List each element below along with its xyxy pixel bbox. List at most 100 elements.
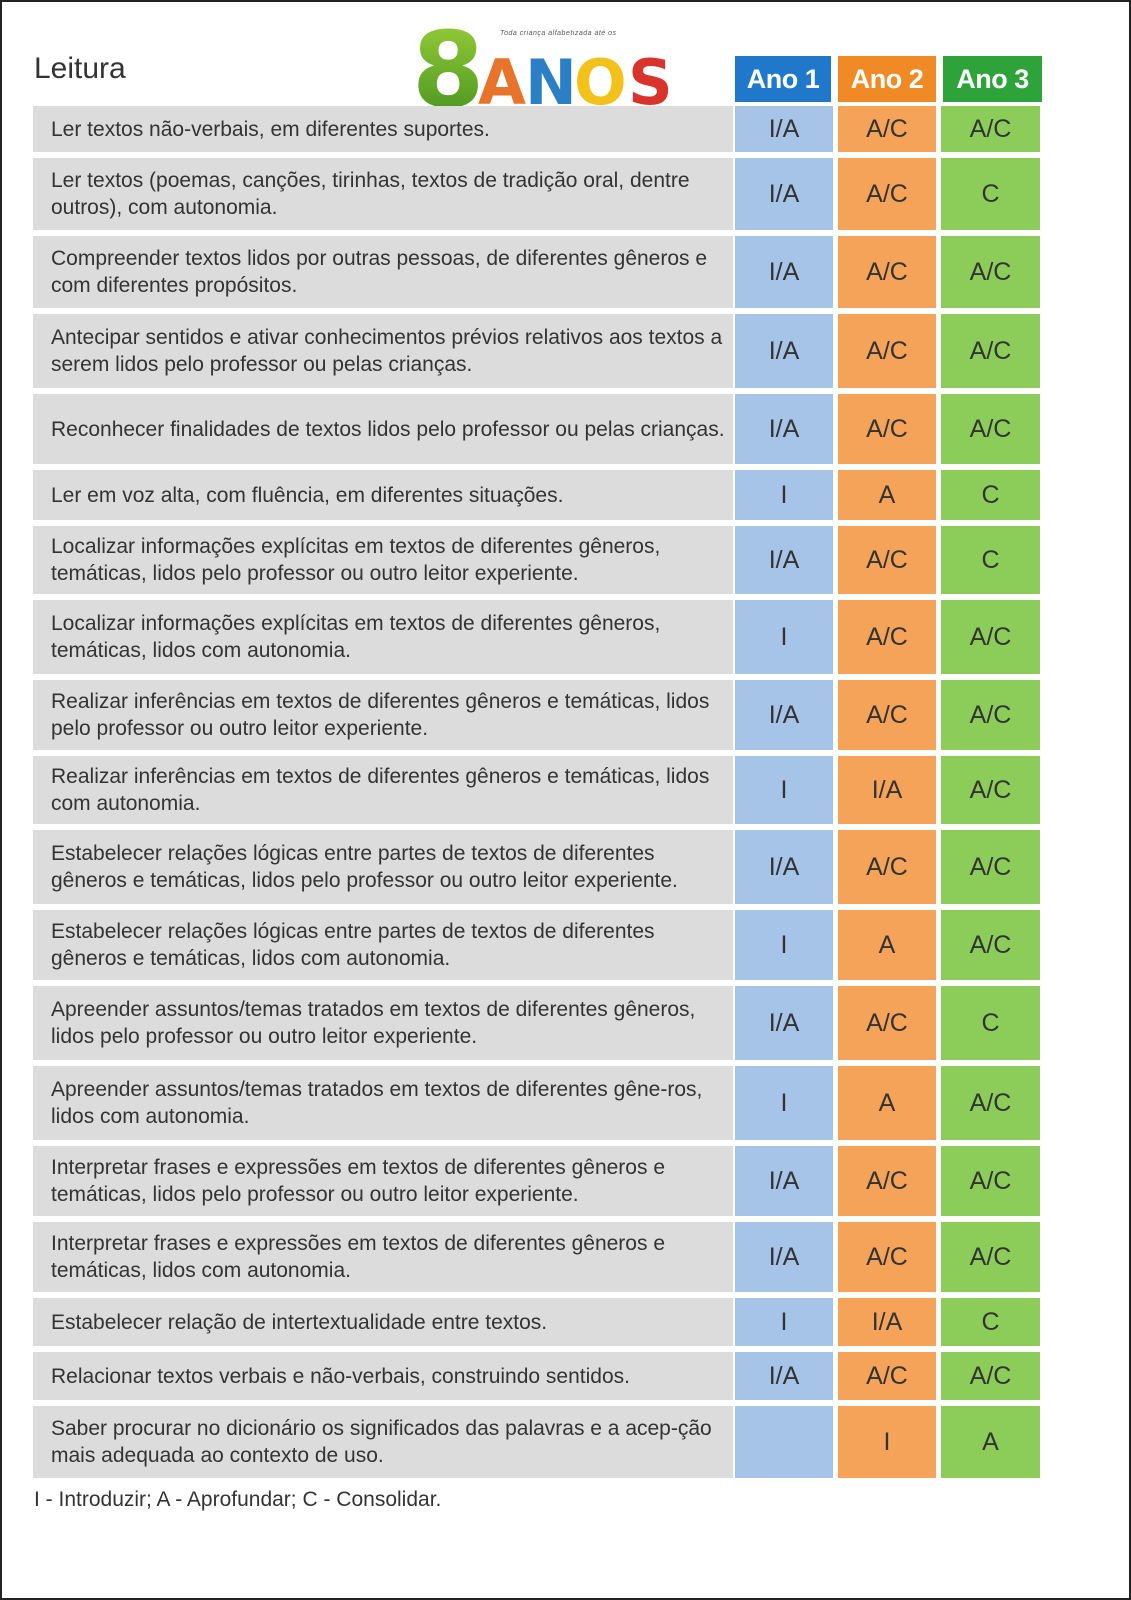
cell-ano-3: A	[941, 1406, 1040, 1478]
cell-ano-1: I/A	[735, 106, 833, 152]
skills-table: Ler textos não-verbais, em diferentes su…	[33, 106, 1044, 1484]
cell-ano-1: I/A	[735, 1146, 833, 1216]
cell-ano-1: I	[735, 910, 833, 980]
table-row: Estabelecer relações lógicas entre parte…	[33, 830, 1044, 904]
cell-ano-2: I/A	[838, 1298, 936, 1346]
cell-ano-2: A/C	[838, 526, 936, 594]
cell-ano-2: A/C	[838, 158, 936, 230]
cell-ano-3: C	[941, 470, 1040, 520]
table-row: Apreender assuntos/temas tratados em tex…	[33, 986, 1044, 1060]
cell-ano-1	[735, 1406, 833, 1478]
row-description: Ler textos não-verbais, em diferentes su…	[51, 117, 490, 141]
table-row: Realizar inferências em textos de difere…	[33, 680, 1044, 750]
cell-ano-2: A/C	[838, 394, 936, 464]
table-row: Ler textos (poemas, canções, tirinhas, t…	[33, 158, 1044, 230]
row-description: Apreender assuntos/temas tratados em tex…	[51, 1078, 703, 1128]
cell-ano-2: I/A	[838, 756, 936, 824]
table-row: Interpretar frases e expressões em texto…	[33, 1146, 1044, 1216]
header-ano-2: Ano 2	[838, 56, 936, 102]
row-description: Compreender textos lidos por outras pess…	[51, 247, 708, 297]
cell-ano-2: A/C	[838, 986, 936, 1060]
cell-ano-1: I/A	[735, 236, 833, 308]
logo-tagline: Toda criança alfabetizada até os	[500, 30, 617, 37]
cell-ano-1: I/A	[735, 1222, 833, 1292]
row-description: Localizar informações explícitas em text…	[51, 535, 661, 585]
cell-ano-1: I	[735, 600, 833, 674]
cell-ano-1: I	[735, 1066, 833, 1140]
cell-ano-2: A/C	[838, 600, 936, 674]
cell-ano-3: A/C	[941, 830, 1040, 904]
cell-ano-2: A/C	[838, 314, 936, 388]
row-description: Interpretar frases e expressões em texto…	[51, 1156, 665, 1206]
cell-ano-2: A	[838, 470, 936, 520]
cell-ano-1: I	[735, 1298, 833, 1346]
cell-ano-3: A/C	[941, 910, 1040, 980]
svg-text:S: S	[628, 46, 673, 112]
cell-ano-1: I/A	[735, 986, 833, 1060]
svg-text:8: 8	[412, 9, 484, 112]
row-description: Ler textos (poemas, canções, tirinhas, t…	[51, 169, 690, 219]
cell-ano-3: A/C	[941, 1066, 1040, 1140]
row-description: Ler em voz alta, com fluência, em difere…	[51, 483, 564, 507]
cell-ano-3: C	[941, 986, 1040, 1060]
cell-ano-3: A/C	[941, 1222, 1040, 1292]
row-description: Estabelecer relação de intertextualidade…	[51, 1310, 548, 1334]
cell-ano-3: A/C	[941, 600, 1040, 674]
row-description: Antecipar sentidos e ativar conhecimento…	[51, 326, 723, 376]
table-row: Estabelecer relações lógicas entre parte…	[33, 910, 1044, 980]
table-row: Realizar inferências em textos de difere…	[33, 756, 1044, 824]
table-row: Localizar informações explícitas em text…	[33, 526, 1044, 594]
table-row: Ler textos não-verbais, em diferentes su…	[33, 106, 1044, 152]
cell-ano-1: I/A	[735, 526, 833, 594]
cell-ano-2: A/C	[838, 106, 936, 152]
section-title: Leitura	[34, 52, 126, 85]
cell-ano-3: A/C	[941, 236, 1040, 308]
row-description: Reconhecer finalidades de textos lidos p…	[51, 417, 725, 441]
cell-ano-1: I	[735, 756, 833, 824]
cell-ano-1: I/A	[735, 394, 833, 464]
row-description: Realizar inferências em textos de difere…	[51, 690, 710, 740]
cell-ano-2: A/C	[838, 1222, 936, 1292]
table-row: Compreender textos lidos por outras pess…	[33, 236, 1044, 308]
svg-text:A: A	[478, 46, 526, 112]
cell-ano-3: A/C	[941, 314, 1040, 388]
row-description: Interpretar frases e expressões em texto…	[51, 1232, 665, 1282]
header-ano-1: Ano 1	[735, 56, 831, 102]
row-description: Saber procurar no dicionário os signific…	[51, 1417, 712, 1467]
cell-ano-1: I/A	[735, 1352, 833, 1400]
table-row: Apreender assuntos/temas tratados em tex…	[33, 1066, 1044, 1140]
table-row: Relacionar textos verbais e não-verbais,…	[33, 1352, 1044, 1400]
table-row: Interpretar frases e expressões em texto…	[33, 1222, 1044, 1292]
header-ano-3: Ano 3	[943, 56, 1042, 102]
row-description: Localizar informações explícitas em text…	[51, 612, 661, 662]
cell-ano-2: A/C	[838, 1352, 936, 1400]
cell-ano-3: A/C	[941, 106, 1040, 152]
cell-ano-3: A/C	[941, 394, 1040, 464]
cell-ano-3: A/C	[941, 680, 1040, 750]
cell-ano-2: A	[838, 1066, 936, 1140]
row-description: Apreender assuntos/temas tratados em tex…	[51, 998, 696, 1048]
cell-ano-1: I/A	[735, 680, 833, 750]
cell-ano-2: A/C	[838, 1146, 936, 1216]
svg-text:N: N	[525, 46, 577, 112]
table-row: Ler em voz alta, com fluência, em difere…	[33, 470, 1044, 520]
row-description: Estabelecer relações lógicas entre parte…	[51, 842, 678, 892]
cell-ano-2: A/C	[838, 680, 936, 750]
cell-ano-2: A/C	[838, 830, 936, 904]
table-row: Localizar informações explícitas em text…	[33, 600, 1044, 674]
svg-text:O: O	[574, 46, 627, 112]
cell-ano-3: C	[941, 526, 1040, 594]
cell-ano-3: A/C	[941, 1352, 1040, 1400]
cell-ano-3: A/C	[941, 756, 1040, 824]
logo-graphic: 8 A N O S	[412, 9, 673, 112]
table-row: Antecipar sentidos e ativar conhecimento…	[33, 314, 1044, 388]
table-row: Reconhecer finalidades de textos lidos p…	[33, 394, 1044, 464]
cell-ano-3: C	[941, 1298, 1040, 1346]
logo: 8 A N O S	[410, 8, 710, 112]
table-row: Estabelecer relação de intertextualidade…	[33, 1298, 1044, 1346]
cell-ano-3: C	[941, 158, 1040, 230]
cell-ano-1: I	[735, 470, 833, 520]
cell-ano-2: A/C	[838, 236, 936, 308]
cell-ano-2: A	[838, 910, 936, 980]
cell-ano-3: A/C	[941, 1146, 1040, 1216]
